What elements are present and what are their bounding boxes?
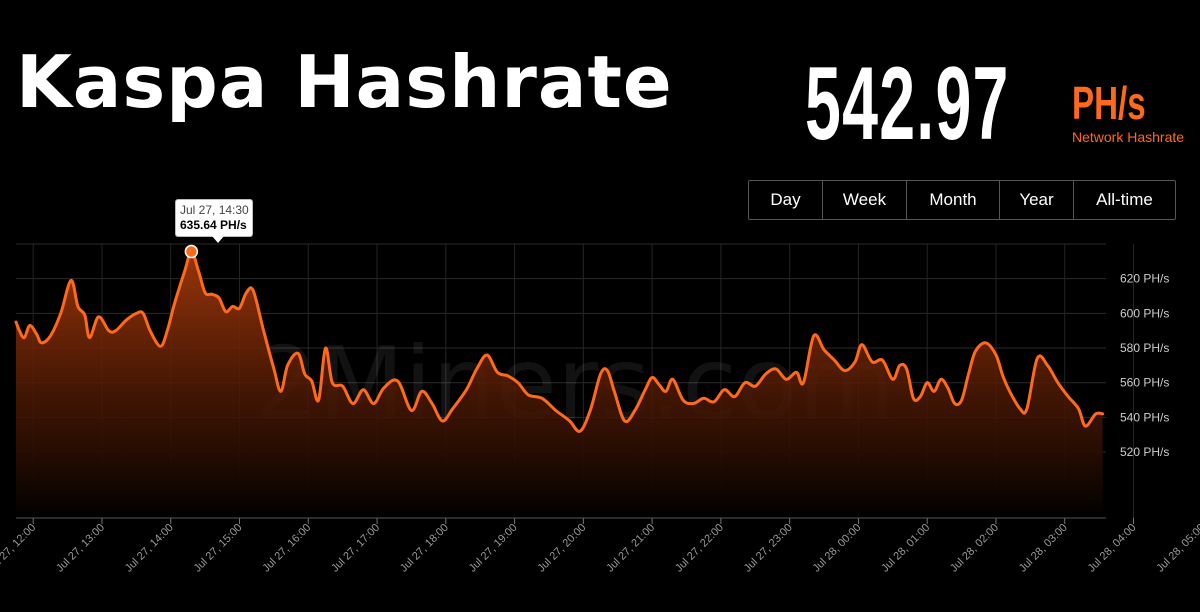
hashrate-unit: PH/s — [1072, 77, 1146, 129]
range-selector: Day Week Month Year All-time — [748, 180, 1176, 220]
x-tick-label: Jul 27, 15:00 — [192, 522, 245, 575]
y-tick-label: 620 PH/s — [1120, 272, 1169, 286]
x-tick-label: Jul 27, 23:00 — [742, 522, 795, 575]
range-tab-day[interactable]: Day — [770, 190, 801, 209]
x-tick-label: Jul 28, 01:00 — [879, 522, 932, 575]
tooltip-date: Jul 27, 14:30 — [180, 203, 249, 217]
y-tick-label: 600 PH/s — [1120, 306, 1169, 320]
chart-tooltip: Jul 27, 14:30 635.64 PH/s — [175, 199, 253, 243]
x-tick-label: Jul 28, 04:00 — [1086, 522, 1139, 575]
highlight-point[interactable] — [184, 244, 199, 259]
x-tick-label: Jul 28, 02:00 — [948, 522, 1001, 575]
hashrate-area — [16, 251, 1103, 519]
y-tick-label: 560 PH/s — [1120, 376, 1169, 390]
x-tick-label: Jul 27, 16:00 — [260, 522, 313, 575]
x-tick-label: Jul 28, 00:00 — [811, 522, 864, 575]
range-tab-month[interactable]: Month — [906, 181, 999, 219]
y-axis: 520 PH/s 540 PH/s 560 PH/s 580 PH/s 600 PH/s… — [1120, 272, 1169, 459]
tooltip-value: 635.64 PH/s — [180, 218, 247, 232]
range-tab-all-time[interactable]: All-time — [1073, 181, 1175, 219]
y-tick-label: 580 PH/s — [1120, 341, 1169, 355]
range-tab-week[interactable]: Week — [822, 181, 906, 219]
hashrate-line — [14, 250, 1105, 433]
hashrate-value: 542.97 — [805, 46, 1010, 162]
x-tick-label: Jul 27, 19:00 — [467, 522, 520, 575]
y-tick-label: 520 PH/s — [1120, 445, 1169, 459]
x-axis: Jul 27, 12:00 Jul 27, 13:00 Jul 27, 14:00 J… — [0, 517, 1200, 575]
x-tick-label: Jul 27, 17:00 — [329, 522, 382, 575]
x-tick-label: Jul 28, 03:00 — [1017, 522, 1070, 575]
x-tick-label: Jul 27, 21:00 — [604, 522, 657, 575]
page-title: Kaspa Hashrate — [16, 40, 673, 124]
hashrate-label: Network Hashrate — [1072, 129, 1185, 145]
x-tick-label: Jul 27, 13:00 — [54, 522, 107, 575]
range-tab-year[interactable]: Year — [999, 181, 1073, 219]
x-tick-label: Jul 27, 12:00 — [0, 522, 38, 575]
x-tick-label: Jul 27, 20:00 — [535, 522, 588, 575]
x-tick-label: Jul 27, 14:00 — [123, 522, 176, 575]
x-tick-label: Jul 27, 18:00 — [398, 522, 451, 575]
x-tick-label: Jul 28, 05:00 — [1154, 522, 1200, 575]
x-tick-label: Jul 27, 22:00 — [673, 522, 726, 575]
y-tick-label: 540 PH/s — [1120, 410, 1169, 424]
